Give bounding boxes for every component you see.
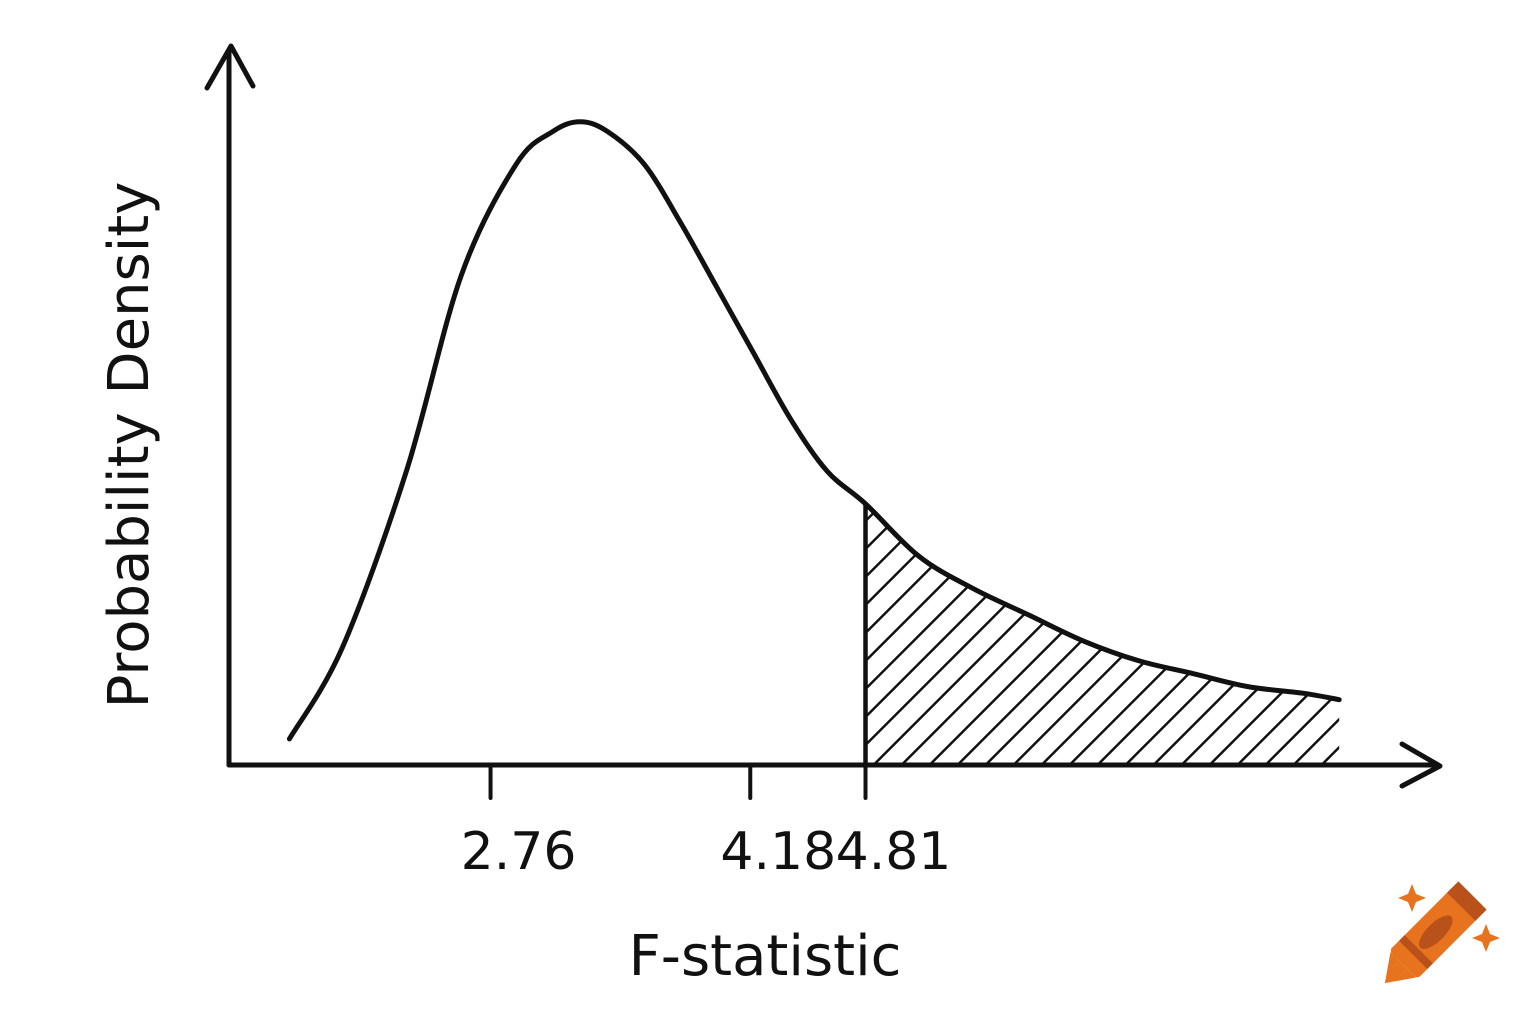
hatch-line [865,504,1051,765]
hatch-line [900,504,1163,765]
hatch-line [1040,504,1303,765]
density-curve [286,119,1342,742]
x-tick-label: 2.76 [461,822,577,882]
hatch-line [1152,504,1340,765]
hatch-line [1124,504,1340,765]
hatch-line [1350,505,1536,765]
hatch-line [865,504,967,765]
hatch-line [1096,504,1340,765]
y-axis-label: Probability Density [97,182,162,709]
hatch-line [984,504,1247,765]
hatch-line [1012,504,1275,765]
hatch-line [1490,505,1536,765]
hatch-line [1292,504,1340,765]
hatch-line [872,504,1135,765]
hatch-line [1378,505,1536,765]
hatch-line [1068,504,1331,765]
hatch-line [865,504,1023,765]
hatch-line [956,504,1219,765]
crayon-icon [1384,881,1487,984]
y-axis-arrow [204,43,256,91]
hatch-line [1180,504,1340,765]
hatch-line [865,504,1079,765]
x-axis-label: F-statistic [629,924,902,989]
hatch-line [1518,505,1536,765]
hatch-line [865,504,939,765]
hatch-line [566,505,826,765]
hatch-line [1236,504,1340,765]
x-axis-arrow [1399,741,1443,789]
hatch-line [1320,504,1340,765]
hatch-line [865,504,911,765]
hatch-line [1434,505,1536,765]
hatch-line [594,505,854,765]
x-tick-label: 4.18 [720,822,836,882]
hatch-line [1264,504,1340,765]
hatch-line [1406,505,1536,765]
critical-region-hatch [566,504,1536,765]
hatch-line [1208,504,1340,765]
hatch-line [1462,505,1536,765]
x-tick-label: 4.81 [836,822,952,882]
sparkle-icon [1398,884,1426,912]
hatch-line [928,504,1191,765]
sparkle-icon [1472,924,1500,952]
hatch-line [865,504,883,765]
